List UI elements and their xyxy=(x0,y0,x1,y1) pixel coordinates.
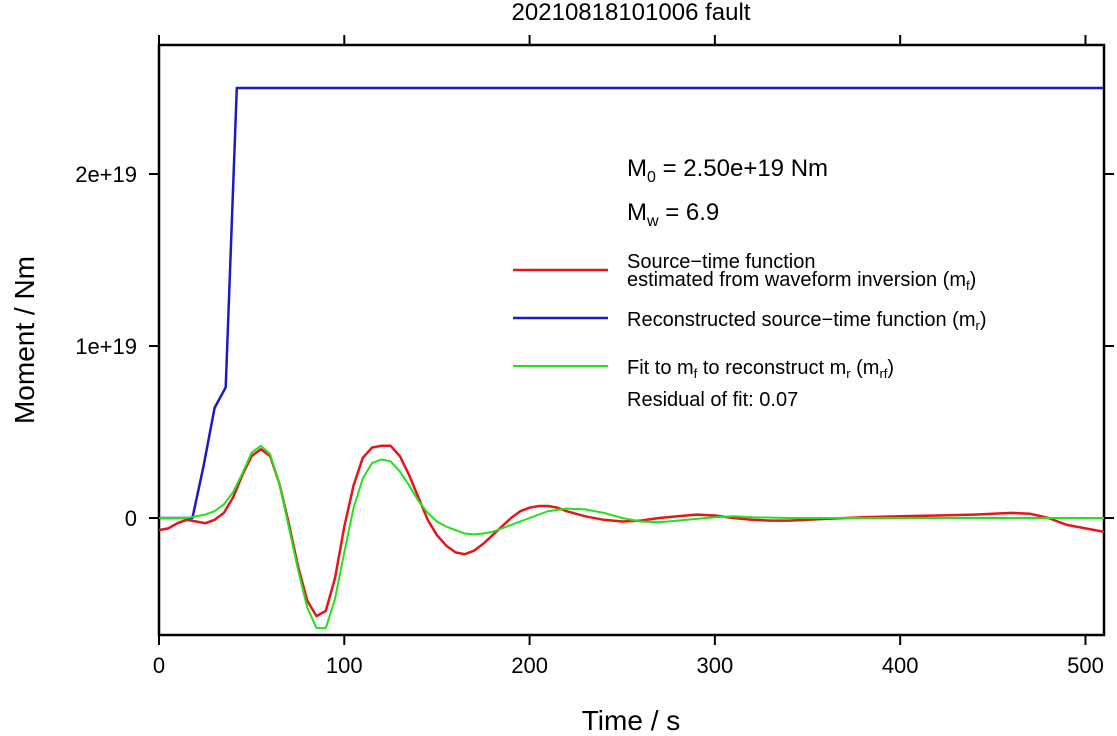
legend-label-mr: Reconstructed source−time function (mr) xyxy=(627,309,987,333)
series-line-mrf xyxy=(159,444,1104,630)
legend-label-mrf: Fit to mf to reconstruct mr (mrf) xyxy=(627,357,894,381)
annotation-mw: Mw = 6.9 xyxy=(627,199,719,230)
series-line-mr xyxy=(159,86,1104,520)
legend: Source−time function estimated from wave… xyxy=(513,251,987,411)
x-tick-label: 500 xyxy=(1067,653,1104,678)
y-axis-ticks: 0 1e+19 2e+19 xyxy=(75,162,1114,531)
x-tick-label: 100 xyxy=(326,653,363,678)
series-line-mf xyxy=(158,444,1105,618)
y-tick-label: 0 xyxy=(125,506,137,531)
x-axis-label: Time / s xyxy=(582,705,681,736)
annotation-residual: Residual of fit: 0.07 xyxy=(627,389,798,411)
y-axis-label: Moment / Nm xyxy=(9,256,40,424)
chart-title: 20210818101006 fault xyxy=(512,0,751,26)
x-tick-label: 200 xyxy=(511,653,548,678)
x-axis-ticks: 0 100 200 300 400 500 xyxy=(153,35,1104,678)
x-tick-label: 300 xyxy=(697,653,734,678)
annotation-m0: M0 = 2.50e+19 Nm xyxy=(627,155,828,186)
x-tick-label: 400 xyxy=(882,653,919,678)
legend-label-mf-line1: Source−time function xyxy=(627,251,815,273)
y-tick-label: 1e+19 xyxy=(75,334,137,359)
plot-frame xyxy=(157,43,1106,637)
y-tick-label: 2e+19 xyxy=(75,162,137,187)
x-tick-label: 0 xyxy=(153,653,165,678)
legend-label-mf-line2: estimated from waveform inversion (mf) xyxy=(627,269,976,293)
